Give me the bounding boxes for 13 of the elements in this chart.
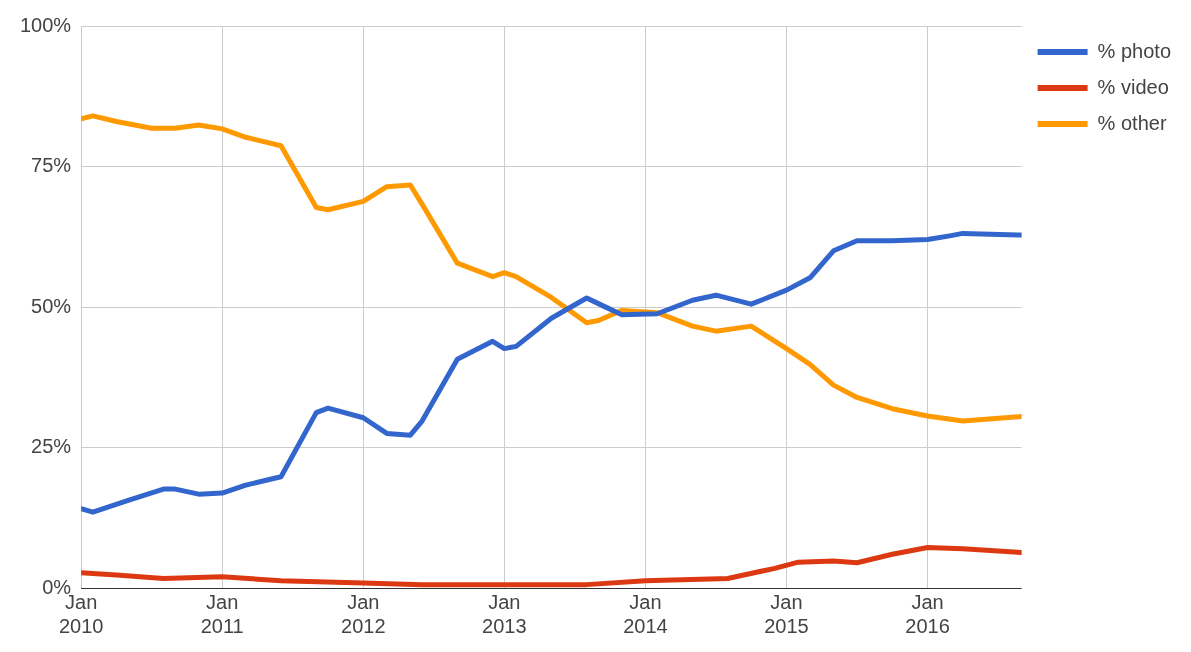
- x-tick-label: Jan 2012: [341, 590, 386, 637]
- y-tick-label: 50%: [31, 294, 72, 317]
- x-tick-label: Jan 2016: [905, 590, 950, 637]
- y-tick-label: 25%: [31, 435, 72, 458]
- x-tick-label: Jan 2015: [764, 590, 809, 637]
- legend-label: % other: [1097, 111, 1167, 134]
- x-tick-label: Jan 2013: [482, 590, 527, 637]
- legend-label: % photo: [1097, 39, 1171, 62]
- x-tick-label: Jan 2014: [623, 590, 668, 637]
- y-tick-label: 75%: [31, 154, 72, 177]
- x-tick-label: Jan 2011: [200, 590, 244, 637]
- y-tick-label: 100%: [20, 13, 72, 36]
- legend-label: % video: [1097, 75, 1169, 98]
